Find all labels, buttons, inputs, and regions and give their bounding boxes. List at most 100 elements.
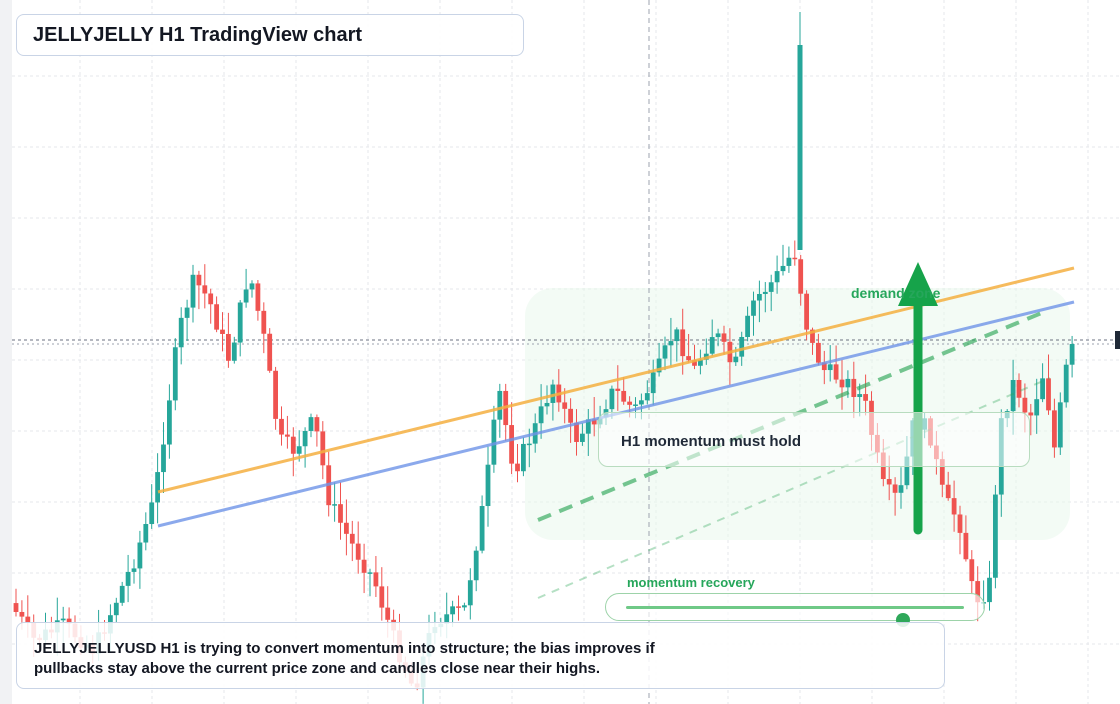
recovery-slider[interactable]	[605, 593, 985, 627]
candle-body	[680, 329, 686, 357]
candle-body	[220, 329, 225, 334]
candle-body	[585, 419, 591, 434]
candle-body	[184, 307, 190, 318]
candle-body	[1046, 378, 1051, 411]
candle-body	[662, 345, 668, 359]
candle-body	[450, 606, 455, 615]
candle-body	[367, 572, 373, 574]
candle-body	[969, 559, 975, 582]
candle-body	[550, 384, 556, 403]
candle-body	[1052, 410, 1057, 448]
candle-body	[768, 282, 774, 292]
candle-body	[698, 359, 703, 366]
candle-body	[456, 606, 461, 608]
candle-body	[273, 370, 278, 419]
candle-body	[190, 274, 196, 308]
candle-body	[66, 618, 72, 624]
candle-body	[155, 472, 160, 503]
candle-body	[816, 342, 821, 363]
candle-body	[945, 484, 951, 499]
candle-body	[839, 379, 845, 388]
candle-body	[709, 337, 715, 354]
candle-body	[987, 577, 992, 603]
candle-body	[591, 419, 597, 425]
candle-body	[285, 434, 290, 437]
candle-body	[904, 456, 910, 486]
candle-body	[621, 390, 627, 402]
candle-body	[131, 568, 137, 572]
candle-body	[544, 402, 550, 407]
candle-body	[845, 378, 851, 388]
candle-body	[279, 418, 284, 435]
candle-body	[1022, 397, 1028, 413]
candle-body	[1069, 344, 1075, 365]
candle-body	[739, 336, 745, 357]
candle-body	[639, 400, 644, 405]
candle-body	[898, 485, 904, 493]
candle-body	[302, 430, 308, 447]
candle-body	[774, 271, 780, 283]
candle-body	[243, 289, 249, 303]
candle-body	[792, 257, 798, 260]
candle-body	[650, 372, 656, 394]
candle-body	[863, 394, 868, 401]
candle-body	[810, 329, 815, 343]
candle-body	[485, 464, 491, 507]
candle-body	[674, 329, 680, 342]
candle-body	[1016, 379, 1022, 398]
candle-body	[25, 616, 31, 623]
candle-body	[462, 605, 467, 608]
candle-body	[332, 504, 337, 506]
candle-body	[757, 293, 762, 301]
candle-body	[857, 394, 863, 398]
candle-body	[1063, 364, 1069, 403]
title-card: JELLYJELLY H1 TradingView chart	[16, 14, 524, 56]
candle-body	[149, 502, 155, 525]
candle-body	[827, 364, 833, 371]
momentum-callout: H1 momentum must hold	[598, 412, 1030, 467]
candle-body	[851, 378, 857, 398]
candle-body	[208, 293, 214, 305]
candle-body	[161, 444, 166, 473]
candle-body	[338, 504, 343, 523]
candle-body	[798, 259, 804, 294]
candle-body	[668, 341, 674, 346]
momentum-label: H1 momentum must hold	[621, 433, 802, 450]
candle-body	[786, 257, 792, 266]
candle-body	[196, 274, 202, 286]
candle-body	[1057, 402, 1063, 448]
candle-body	[497, 390, 503, 420]
trendline-green-faint	[537, 377, 1051, 599]
candle-body	[1010, 379, 1016, 412]
candle-body	[237, 302, 243, 343]
candle-body	[821, 362, 827, 371]
candle-body	[379, 586, 385, 608]
candle-body	[521, 443, 526, 472]
candle-body	[444, 614, 450, 624]
candle-body	[957, 514, 963, 533]
candle-body	[137, 542, 143, 569]
candle-body	[143, 524, 149, 543]
candle-body	[361, 559, 367, 573]
candle-body	[892, 484, 898, 493]
candle-body	[804, 293, 809, 330]
candle-body	[609, 388, 615, 410]
demand-zone-label: demand zone	[851, 285, 941, 301]
candle-body	[385, 607, 391, 620]
candle-body	[526, 443, 532, 446]
left-edge	[0, 0, 12, 704]
candle-body	[473, 550, 479, 581]
candle-body	[686, 356, 691, 361]
recovery-slider-rail	[626, 606, 964, 627]
candle-body	[715, 333, 721, 338]
candle-body	[355, 543, 361, 560]
candle-body	[692, 360, 697, 366]
candle-body	[172, 347, 178, 401]
candle-body	[644, 393, 650, 401]
candle-body	[1028, 412, 1034, 416]
candle-body	[125, 571, 131, 586]
candle-body	[568, 408, 573, 423]
candle-body	[231, 342, 237, 361]
candle-body	[538, 406, 544, 424]
candle-body	[255, 283, 261, 311]
